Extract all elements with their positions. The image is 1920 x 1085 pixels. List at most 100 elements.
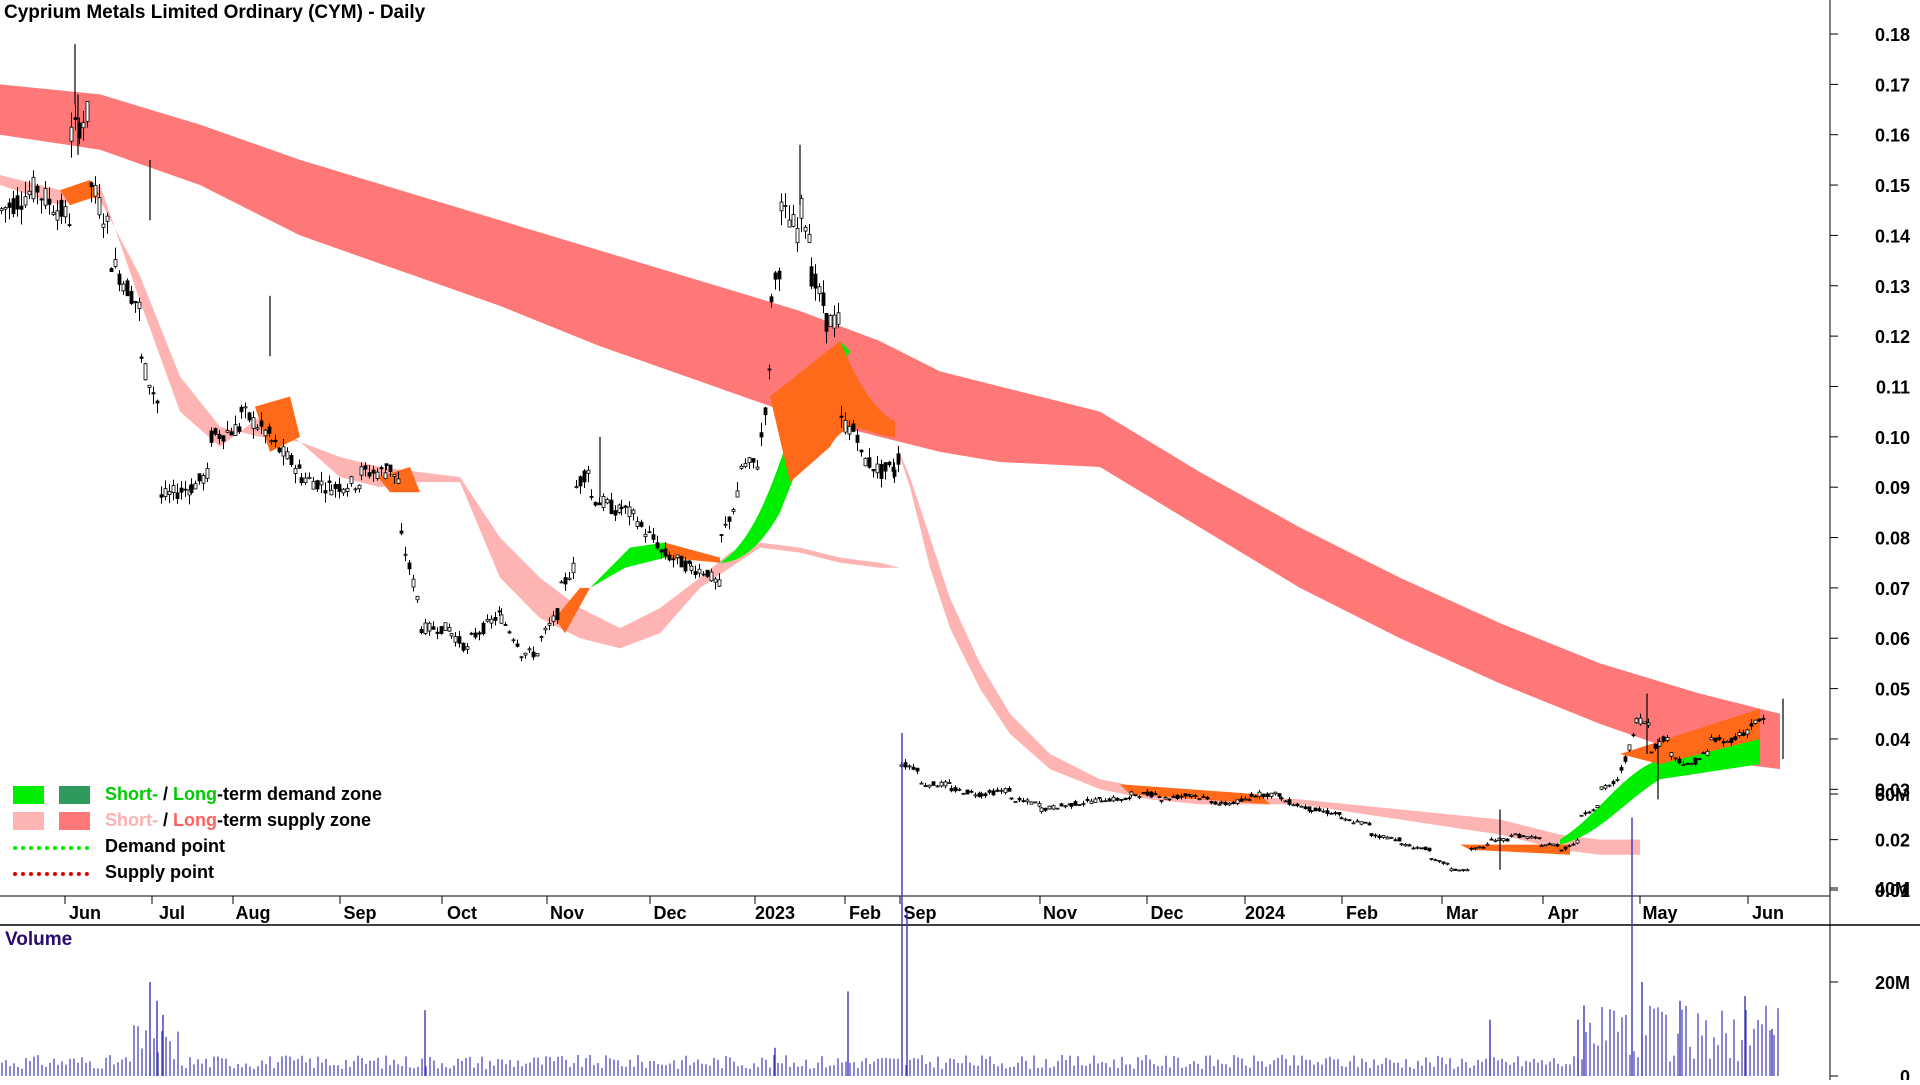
candle [407, 559, 412, 576]
candle [1317, 806, 1322, 812]
candle [89, 181, 94, 203]
candle [1373, 833, 1378, 839]
candle-body [1501, 838, 1506, 842]
candle [969, 789, 974, 794]
candle [571, 556, 576, 579]
candle-body [1547, 843, 1552, 846]
candle [1171, 794, 1176, 799]
price-tick-label: 0.13 [1875, 277, 1910, 297]
candle-body [1729, 737, 1734, 743]
candle [329, 484, 334, 496]
candle [1631, 732, 1636, 738]
candle [1415, 845, 1420, 850]
candle [55, 200, 60, 231]
candle [531, 646, 536, 661]
candle-body [559, 581, 564, 584]
candle [101, 213, 106, 238]
candle [1583, 810, 1588, 816]
candle-body [1611, 781, 1616, 785]
candle [281, 439, 286, 466]
candle-body [1291, 804, 1296, 807]
candle [1753, 719, 1758, 725]
candle-body [1219, 801, 1224, 804]
supply-point-dots [13, 872, 89, 876]
candle-body [315, 480, 320, 490]
candle-body [323, 490, 328, 494]
candle-body [1213, 801, 1218, 805]
candle [547, 617, 552, 631]
candle-body [93, 185, 98, 197]
candle [903, 759, 908, 770]
time-tick-label: Aug [236, 903, 271, 923]
volume-tick-label: 60M [1875, 785, 1910, 805]
candle [183, 480, 188, 497]
candle [1501, 838, 1506, 843]
candle-body [481, 622, 486, 635]
candle-body [667, 554, 672, 561]
candle [1069, 802, 1074, 809]
candle [1051, 804, 1056, 811]
candle [979, 791, 984, 799]
candle [121, 280, 126, 295]
candle-body [957, 788, 962, 791]
candle [705, 569, 710, 579]
candle-body [883, 462, 888, 472]
candle [791, 204, 796, 228]
time-tick-label: Oct [447, 903, 477, 923]
price-tick-label: 0.01 [1875, 881, 1910, 901]
candle-body [867, 457, 872, 468]
candle [1145, 788, 1150, 797]
candle-body [113, 259, 118, 267]
candle [995, 787, 1000, 793]
candle [435, 627, 440, 640]
candle [63, 199, 68, 224]
candle-body [221, 435, 226, 442]
candle [1473, 847, 1478, 851]
candle-body [735, 490, 740, 498]
candle [939, 780, 944, 788]
candle [1389, 836, 1394, 839]
candle [1007, 786, 1012, 792]
candle-body [1193, 795, 1198, 797]
candle-body [1295, 803, 1300, 807]
candle-body [832, 314, 837, 329]
candle [1607, 784, 1612, 788]
candle-body [731, 509, 736, 512]
candle-body [871, 469, 876, 472]
candle [1183, 793, 1188, 800]
candle-body [935, 785, 940, 788]
candle [1689, 761, 1694, 766]
candle [1411, 846, 1416, 850]
candle-body [493, 617, 498, 621]
candle [1457, 869, 1462, 872]
candle-body [147, 384, 152, 388]
candle-body [269, 440, 274, 443]
candle [1175, 794, 1180, 800]
candle-body [809, 266, 814, 287]
candle-body [828, 315, 833, 327]
candle-body [539, 636, 544, 638]
candle [1159, 799, 1164, 804]
candle-body [1223, 802, 1228, 806]
candle [683, 557, 688, 574]
candle [1115, 797, 1120, 802]
candle-body [345, 487, 350, 492]
candle-body [751, 458, 756, 463]
candle [379, 465, 384, 477]
candle [105, 212, 110, 234]
candle [1587, 810, 1592, 814]
candle-body [1277, 793, 1282, 797]
candle-body [743, 463, 748, 467]
candle [779, 193, 784, 226]
candle [639, 519, 644, 528]
candle-body [1517, 833, 1522, 838]
candle [689, 561, 694, 575]
candle-body [1669, 752, 1674, 757]
candle-body [1197, 798, 1202, 801]
price-tick-label: 0.06 [1875, 629, 1910, 649]
candle [1749, 719, 1754, 730]
candle-body [213, 428, 218, 435]
candle-body [485, 619, 490, 622]
candle-body [1689, 763, 1694, 766]
candle-body [239, 406, 244, 413]
